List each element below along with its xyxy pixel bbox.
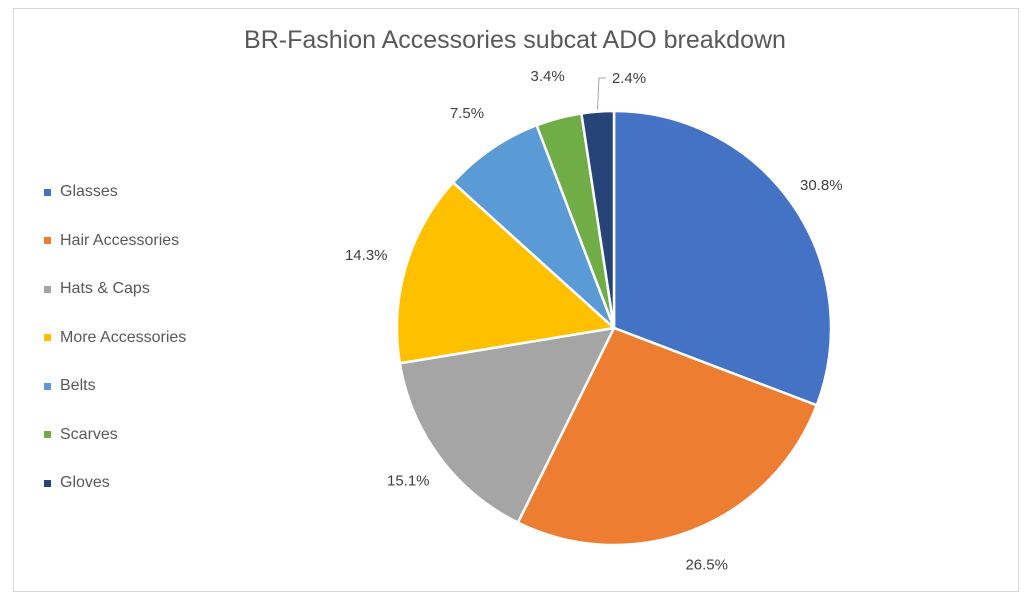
- legend-label: Hair Accessories: [60, 231, 180, 249]
- legend-item: Hats & Caps: [44, 265, 186, 314]
- data-label: 15.1%: [387, 472, 430, 489]
- legend-swatch: [44, 382, 51, 390]
- data-label: 26.5%: [685, 556, 728, 573]
- pie-slice: [451, 124, 616, 330]
- legend-item: More Accessories: [44, 314, 186, 363]
- pie-slice: [612, 109, 833, 407]
- pie-slice: [395, 181, 616, 365]
- legend-swatch: [44, 479, 51, 487]
- legend-swatch: [44, 237, 51, 245]
- leader-line: [597, 77, 606, 110]
- data-label: 2.4%: [612, 70, 646, 87]
- legend-label: Hats & Caps: [60, 280, 150, 298]
- legend-item: Gloves: [44, 459, 186, 508]
- legend-label: Gloves: [60, 474, 110, 492]
- legend-item: Scarves: [44, 411, 186, 460]
- legend-label: More Accessories: [60, 328, 187, 346]
- legend-label: Glasses: [60, 183, 118, 201]
- legend-swatch: [44, 334, 51, 342]
- data-label: 30.8%: [800, 177, 843, 194]
- legend-swatch: [44, 188, 51, 196]
- chart-title: BR-Fashion Accessories subcat ADO breakd…: [244, 26, 786, 54]
- legend-item: Glasses: [44, 168, 186, 217]
- chart-legend: Glasses Hair Accessories Hats & Caps More A…: [44, 168, 186, 508]
- legend-label: Scarves: [60, 425, 118, 443]
- legend-swatch: [44, 431, 51, 439]
- pie-slice: [398, 326, 616, 524]
- pie-slice: [580, 109, 616, 330]
- data-label: 14.3%: [345, 247, 388, 264]
- data-label: 7.5%: [450, 105, 484, 122]
- pie-slice: [516, 326, 818, 547]
- legend-item: Belts: [44, 362, 186, 411]
- legend-swatch: [44, 285, 51, 293]
- data-label: 3.4%: [531, 68, 565, 85]
- legend-item: Hair Accessories: [44, 217, 186, 266]
- legend-label: Belts: [60, 377, 96, 395]
